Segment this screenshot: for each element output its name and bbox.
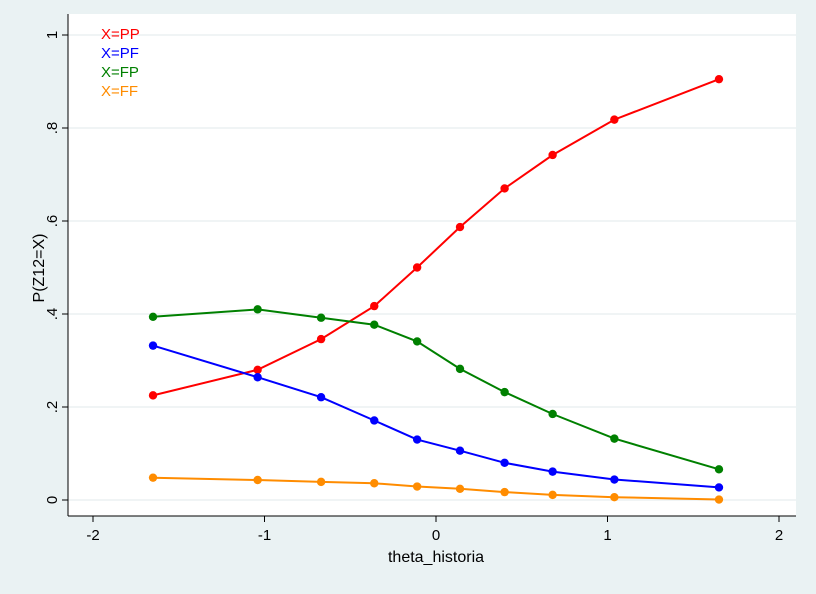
data-point (370, 416, 379, 425)
data-point (316, 313, 326, 322)
data-point (148, 312, 158, 321)
data-point (455, 364, 465, 374)
data-point (412, 263, 422, 272)
data-point (316, 477, 326, 487)
legend: X=PP X=PF X=FP X=FF (101, 26, 140, 100)
x-tick-label: 2 (775, 527, 783, 544)
x-tick-label: 1 (603, 527, 611, 544)
data-point (548, 490, 557, 500)
y-tick-label: .4 (44, 308, 61, 321)
x-tick-label: 0 (432, 527, 440, 544)
y-tick-label: .6 (44, 215, 61, 228)
data-point (455, 484, 465, 494)
data-point (412, 337, 422, 346)
data-point (610, 115, 619, 124)
y-axis-title: P(Z12=X) (31, 234, 48, 303)
legend-entry: X=FF (101, 83, 138, 100)
y-tick-label: 1 (44, 31, 61, 39)
y-tick-label: .2 (44, 401, 61, 414)
data-point (548, 409, 557, 419)
data-point (412, 435, 422, 444)
x-tick-label: -2 (86, 527, 99, 544)
data-point (714, 465, 724, 474)
data-point (148, 391, 158, 400)
data-point (500, 458, 509, 467)
data-point (500, 387, 509, 397)
series-line (152, 344, 720, 489)
data-point (412, 482, 422, 491)
data-point (253, 373, 262, 382)
legend-entry: X=FP (101, 64, 139, 81)
data-point (455, 222, 465, 232)
series-line (152, 476, 720, 501)
data-point (316, 334, 326, 344)
data-point (316, 393, 326, 402)
data-point (548, 150, 557, 160)
data-point (714, 74, 724, 84)
y-tick-label: 0 (44, 496, 61, 504)
data-point (610, 434, 619, 443)
data-point (714, 495, 724, 504)
data-point (148, 473, 158, 482)
data-point (455, 446, 465, 455)
legend-entry: X=PP (101, 26, 140, 43)
plot-area (68, 14, 796, 516)
data-point (370, 479, 379, 488)
data-point (610, 493, 619, 502)
data-point (253, 475, 262, 485)
data-point (610, 475, 619, 484)
data-point (714, 483, 724, 492)
data-point (500, 487, 509, 497)
data-point (253, 365, 262, 374)
series-line (152, 78, 720, 397)
y-tick-label: .8 (44, 122, 61, 135)
data-point (370, 301, 379, 311)
x-tick-label: -1 (258, 527, 271, 544)
x-axis-title: theta_historia (388, 549, 484, 566)
data-point (370, 320, 379, 329)
data-point (148, 341, 158, 350)
data-point (548, 467, 557, 476)
series-line (152, 308, 720, 471)
axes: 0 .2 .4 .6 .8 1 -2 -1 0 1 2 (44, 14, 796, 544)
legend-entry: X=PF (101, 45, 139, 62)
data-point (500, 184, 509, 193)
series-group (148, 74, 724, 504)
data-point (253, 305, 262, 314)
